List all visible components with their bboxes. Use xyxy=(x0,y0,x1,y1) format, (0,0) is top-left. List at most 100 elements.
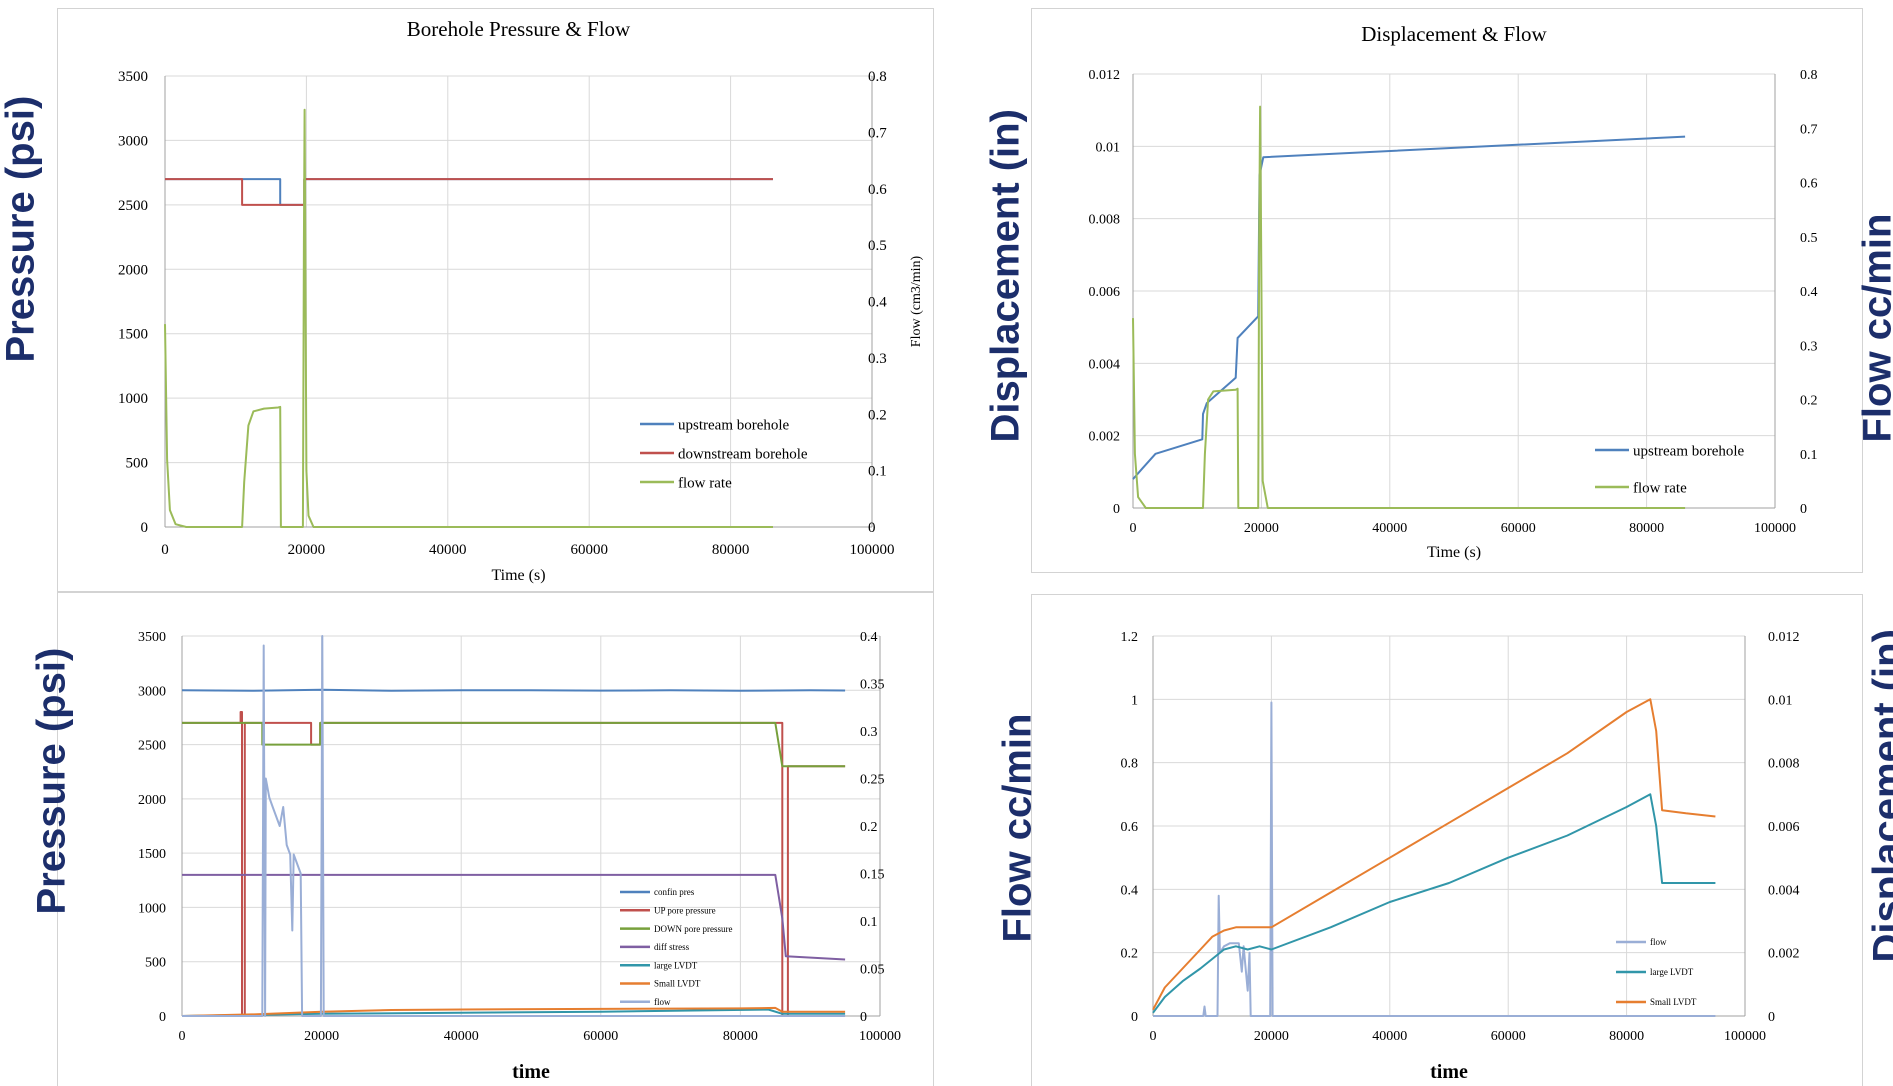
y2-tick-label: 0.008 xyxy=(1768,757,1800,772)
chart-borehole: 0 500 1000 1500 2000 2500 3000 3500 0 0.1 0.2 0.3 0.… xyxy=(118,17,924,584)
y2-tick-label: 0.2 xyxy=(868,407,887,423)
chart-title: Borehole Pressure & Flow xyxy=(407,17,631,41)
x-tick-label: 20000 xyxy=(288,542,326,558)
x-tick-label: 40000 xyxy=(1372,1029,1407,1044)
y2-tick-label: 0 xyxy=(860,1010,867,1025)
x-tick-label: 80000 xyxy=(712,542,750,558)
panel-frame-flow-displacement xyxy=(1031,594,1863,1086)
x-axis-label: time xyxy=(512,1061,550,1083)
y2-tick-label: 0.002 xyxy=(1768,947,1800,962)
y2-tick-label: 0.4 xyxy=(868,295,887,311)
series-line-downstream-borehole xyxy=(165,178,773,206)
legend-label: flow xyxy=(1650,937,1667,947)
y-tick-label: 1500 xyxy=(118,327,148,343)
y2-tick-label: 0.3 xyxy=(860,725,878,740)
series-line-diff-stress xyxy=(182,873,846,961)
y-tick-label: 0 xyxy=(159,1010,166,1025)
x-tick-label: 80000 xyxy=(1629,521,1664,536)
x-tick-label: 60000 xyxy=(1491,1029,1526,1044)
y2-tick-label: 0.35 xyxy=(860,678,885,693)
y-tick-label: 0.6 xyxy=(1121,820,1139,835)
series-line-small-lvdt xyxy=(1152,698,1716,1011)
y2-tick-label: 0.3 xyxy=(868,351,887,367)
y-tick-label: 1.2 xyxy=(1121,630,1139,645)
y2-tick-label: 0.012 xyxy=(1768,630,1800,645)
x-tick-label: 100000 xyxy=(1724,1029,1766,1044)
series-line-upstream-borehole xyxy=(1132,135,1686,480)
x-tick-label: 40000 xyxy=(429,542,467,558)
x-tick-label: 60000 xyxy=(570,542,608,558)
y-tick-label: 0.006 xyxy=(1089,285,1121,300)
y2-tick-label: 0.8 xyxy=(1800,68,1818,83)
series-line-large-lvdt xyxy=(1152,793,1716,1014)
y2-tick-label: 0.1 xyxy=(1800,448,1818,463)
y2-tick-label: 0.01 xyxy=(1768,693,1793,708)
x-tick-label: 80000 xyxy=(723,1029,758,1044)
y-tick-label: 0.004 xyxy=(1089,357,1121,372)
y2-tick-label: 0.25 xyxy=(860,773,885,788)
legend-label: large LVDT xyxy=(654,960,698,970)
y2-tick-label: 0.3 xyxy=(1800,339,1818,354)
legend-label: Small LVDT xyxy=(654,979,701,989)
y2-tick-label: 0 xyxy=(1768,1010,1775,1025)
chart-pressure_detail: 0 500 1000 1500 2000 2500 3000 3500 0 0.05 0.1 0.15… xyxy=(138,630,901,1083)
y2-tick-label: 0.6 xyxy=(868,182,887,198)
series-line-small-lvdt xyxy=(181,1006,846,1017)
x-tick-label: 100000 xyxy=(1754,521,1796,536)
series-line-up-pore-pressure xyxy=(182,711,846,1017)
legend-label: upstream borehole xyxy=(678,417,790,433)
series-line-flow-rate xyxy=(1132,105,1686,509)
x-tick-label: 60000 xyxy=(583,1029,618,1044)
x-axis-label: Time (s) xyxy=(1427,544,1481,561)
x-axis-label: time xyxy=(1430,1061,1468,1083)
y2-tick-label: 0.006 xyxy=(1768,820,1800,835)
x-tick-label: 80000 xyxy=(1609,1029,1644,1044)
legend-label: confin pres xyxy=(654,887,695,897)
x-tick-label: 20000 xyxy=(1254,1029,1289,1044)
y-tick-label: 0.01 xyxy=(1096,140,1121,155)
series-line-down-pore-pressure xyxy=(182,721,846,768)
y-tick-label: 0.012 xyxy=(1089,68,1121,83)
y-tick-label: 1500 xyxy=(138,847,166,862)
legend-label: UP pore pressure xyxy=(654,905,716,915)
series-line-confin-pres xyxy=(181,688,846,692)
x-tick-label: 0 xyxy=(1130,521,1137,536)
y-tick-label: 2500 xyxy=(138,739,166,754)
x-tick-label: 20000 xyxy=(1244,521,1279,536)
y2-tick-label: 0.7 xyxy=(868,125,887,141)
y-tick-label: 0 xyxy=(1113,502,1120,517)
legend-label: flow xyxy=(654,997,671,1007)
legend-label: upstream borehole xyxy=(1633,443,1745,459)
x-tick-label: 60000 xyxy=(1501,521,1536,536)
y2-tick-label: 0.05 xyxy=(860,963,885,978)
y-tick-label: 2000 xyxy=(138,793,166,808)
x-tick-label: 40000 xyxy=(1372,521,1407,536)
y-tick-label: 1 xyxy=(1131,693,1138,708)
y2-tick-label: 0.15 xyxy=(860,868,885,883)
legend-label: flow rate xyxy=(678,475,732,491)
y2-tick-label: 0.1 xyxy=(868,464,887,480)
y-tick-label: 3500 xyxy=(118,69,148,85)
y2-axis-label: Flow (cm3/min) xyxy=(909,255,924,347)
x-tick-label: 100000 xyxy=(850,542,895,558)
y2-tick-label: 0.4 xyxy=(860,630,878,645)
y2-tick-label: 0 xyxy=(868,520,876,536)
y-tick-label: 3500 xyxy=(138,630,166,645)
y2-tick-label: 0.5 xyxy=(868,238,887,254)
x-tick-label: 100000 xyxy=(859,1029,901,1044)
y-tick-label: 0 xyxy=(1131,1010,1138,1025)
y-tick-label: 1000 xyxy=(138,901,166,916)
y-tick-label: 1000 xyxy=(118,391,148,407)
y-tick-label: 0.008 xyxy=(1089,213,1121,228)
y-tick-label: 2000 xyxy=(118,262,148,278)
legend-label: diff stress xyxy=(654,942,690,952)
legend-label: large LVDT xyxy=(1650,967,1694,977)
x-tick-label: 20000 xyxy=(304,1029,339,1044)
y-tick-label: 0.2 xyxy=(1121,947,1139,962)
y-tick-label: 2500 xyxy=(118,198,148,214)
y2-tick-label: 0.6 xyxy=(1800,177,1818,192)
y2-tick-label: 0.5 xyxy=(1800,231,1818,246)
legend-label: downstream borehole xyxy=(678,446,808,462)
